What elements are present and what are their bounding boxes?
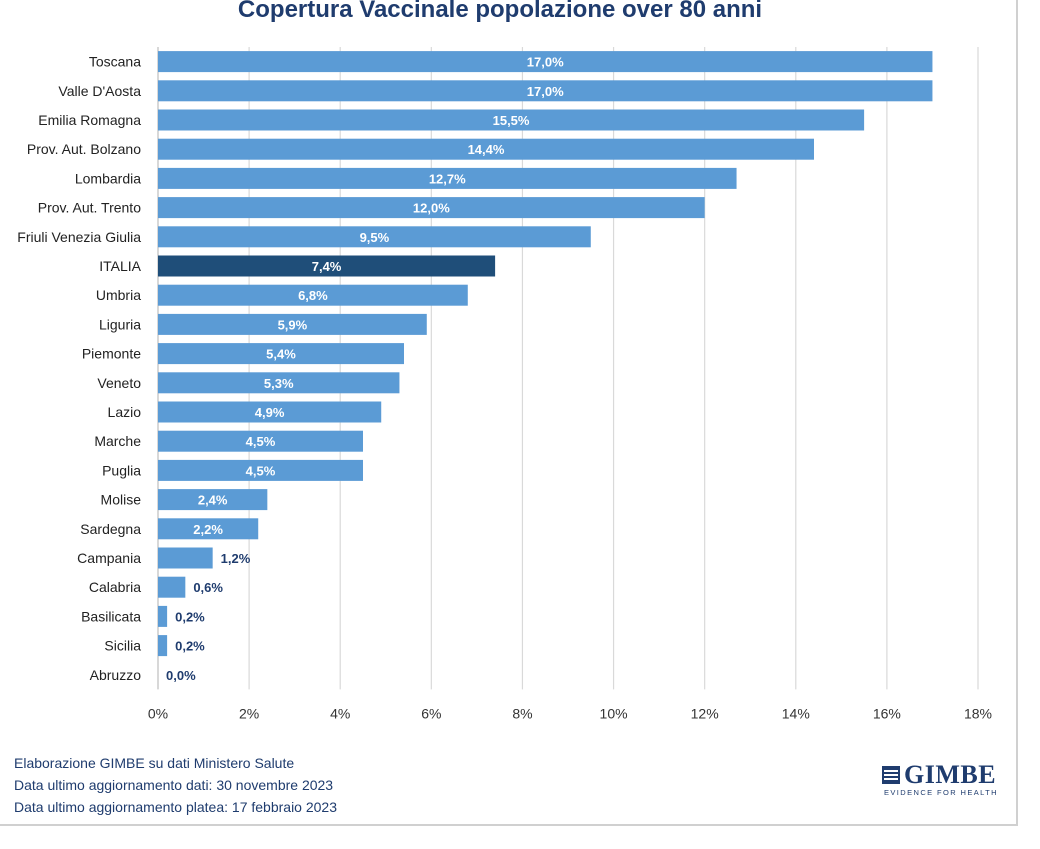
category-label: Lombardia (75, 170, 141, 186)
data-label: 6,8% (298, 288, 328, 303)
bar (158, 109, 865, 131)
category-label: Marche (94, 433, 141, 449)
data-label: 17,0% (527, 84, 564, 99)
bar (158, 547, 213, 569)
category-label: Puglia (102, 462, 141, 478)
category-label: Prov. Aut. Bolzano (27, 141, 141, 157)
data-label: 17,0% (527, 55, 564, 70)
category-label: Sardegna (80, 521, 141, 537)
category-label: Umbria (96, 287, 141, 303)
data-label: 4,9% (255, 405, 285, 420)
x-tick-label: 8% (512, 705, 532, 721)
bar (158, 635, 168, 657)
x-tick-label: 18% (964, 705, 992, 721)
bar (158, 167, 737, 189)
bar (158, 284, 468, 306)
bar (158, 401, 382, 423)
category-label: Calabria (89, 579, 141, 595)
category-label: Valle D'Aosta (58, 83, 141, 99)
data-label: 5,3% (264, 376, 294, 391)
category-label: Toscana (89, 54, 141, 70)
data-label: 0,6% (193, 580, 223, 595)
data-label: 12,0% (413, 201, 450, 216)
x-tick-label: 14% (782, 705, 810, 721)
source-notes: Elaborazione GIMBE su dati Ministero Sal… (14, 752, 337, 818)
logo-tagline: EVIDENCE FOR HEALTH (884, 788, 998, 797)
x-tick-label: 2% (239, 705, 259, 721)
gimbe-logo-icon (882, 766, 900, 784)
chart-frame: Copertura Vaccinale popolazione over 80 … (0, 0, 1018, 826)
x-tick-label: 10% (600, 705, 628, 721)
bar (158, 489, 268, 511)
bar (158, 226, 591, 248)
source-line: Elaborazione GIMBE su dati Ministero Sal… (14, 755, 295, 771)
data-label: 2,2% (193, 522, 223, 537)
bar (158, 138, 814, 160)
data-label: 0,0% (166, 668, 196, 683)
data-update-line: Data ultimo aggiornamento dati: 30 novem… (14, 777, 334, 793)
data-label: 1,2% (221, 551, 251, 566)
category-label: Prov. Aut. Trento (38, 200, 141, 216)
category-label: Sicilia (104, 638, 141, 654)
category-label: Lazio (108, 404, 142, 420)
x-tick-label: 4% (330, 705, 350, 721)
data-label: 15,5% (493, 113, 530, 128)
data-label: 4,5% (246, 434, 276, 449)
bar-chart: 17,0% 17,0% 15,5% 14,4%12,7% 12,0% 9,5% 7,4% 6,… (17, 47, 992, 721)
category-label: Friuli Venezia Giulia (17, 229, 141, 245)
bar (158, 197, 705, 219)
data-label: 0,2% (175, 639, 205, 654)
category-label: Molise (101, 492, 142, 508)
data-label: 7,4% (312, 259, 342, 274)
logo-name: GIMBE (904, 760, 997, 789)
platea-update-line: Data ultimo aggiornamento platea: 17 feb… (14, 799, 337, 815)
data-label: 2,4% (198, 493, 228, 508)
category-label: Basilicata (81, 608, 141, 624)
bar (158, 576, 186, 598)
gimbe-logo: GIMBE EVIDENCE FOR HEALTH (882, 760, 998, 797)
bar (158, 605, 168, 627)
bar (158, 80, 933, 102)
x-tick-label: 0% (148, 705, 168, 721)
data-label: 14,4% (468, 142, 505, 157)
data-label: 0,2% (175, 609, 205, 624)
bar (158, 518, 259, 540)
bar (158, 430, 363, 452)
category-label: ITALIA (99, 258, 141, 274)
category-label: Emilia Romagna (38, 112, 141, 128)
data-label: 9,5% (360, 230, 390, 245)
bar (158, 313, 427, 335)
x-tick-label: 12% (691, 705, 719, 721)
category-label: Veneto (97, 375, 141, 391)
bar-italia (158, 255, 496, 277)
data-label: 5,4% (266, 347, 296, 362)
category-label: Piemonte (82, 346, 141, 362)
data-label: 4,5% (246, 463, 276, 478)
x-tick-label: 6% (421, 705, 441, 721)
data-label: 12,7% (429, 171, 466, 186)
bar (158, 459, 363, 481)
category-label: Abruzzo (90, 667, 142, 683)
x-tick-label: 16% (873, 705, 901, 721)
bar (158, 51, 933, 73)
category-label: Liguria (99, 316, 141, 332)
category-label: Campania (77, 550, 141, 566)
chart-title: Copertura Vaccinale popolazione over 80 … (237, 0, 763, 23)
data-label: 5,9% (278, 317, 308, 332)
bar (158, 343, 404, 365)
bar (158, 372, 400, 394)
